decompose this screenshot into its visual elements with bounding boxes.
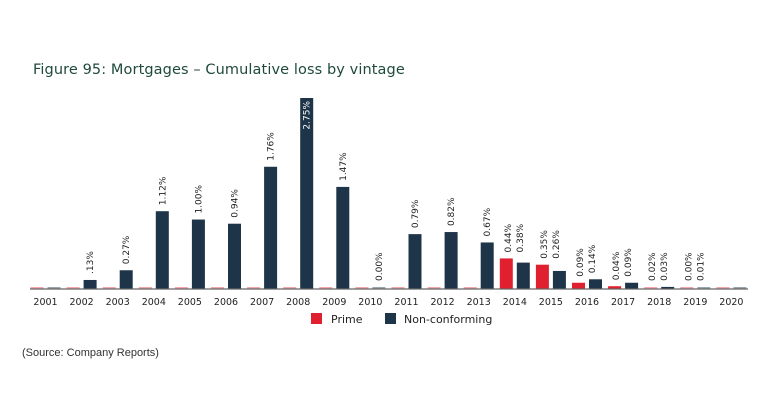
legend-swatch-non-conforming — [385, 313, 396, 324]
data-label-prime: 0.44% — [504, 223, 514, 252]
bar-prime-2002 — [66, 287, 80, 289]
x-tick-label: 2007 — [250, 297, 274, 308]
bar-prime-2006 — [211, 287, 224, 289]
data-label-non-conforming: 1.12% — [158, 176, 168, 205]
bar-prime-2004 — [138, 287, 152, 289]
bar-non-conforming-2006 — [228, 223, 241, 289]
data-label-prime: 0.09% — [576, 248, 586, 277]
data-label-non-conforming: 0.26% — [552, 230, 562, 259]
data-label-prime: 0.02% — [648, 252, 658, 281]
data-label-prime: 0.04% — [612, 251, 622, 280]
bar-prime-2008 — [283, 287, 297, 289]
x-tick-labels: 2001 2002 2003 2004 2005 2006 2007 2008 2009 2010… — [33, 297, 743, 308]
bar-non-conforming-2005 — [191, 219, 205, 289]
data-label-non-conforming: 0.14% — [588, 244, 598, 273]
x-tick-label: 2009 — [322, 297, 346, 308]
x-tick-label: 2003 — [106, 297, 130, 308]
bar-prime-2020 — [716, 287, 730, 289]
x-tick-label: 2020 — [719, 297, 743, 308]
bar-non-conforming-2018 — [661, 286, 675, 289]
bar-prime-2012 — [427, 287, 441, 289]
x-tick-label: 2015 — [539, 297, 563, 308]
data-label-non-conforming: 1.76% — [267, 132, 277, 161]
data-label-non-conforming: 0.94% — [231, 189, 241, 218]
bar-non-conforming-2017 — [625, 282, 639, 289]
x-tick-label: 2013 — [467, 297, 491, 308]
data-label-non-conforming: 0.00% — [375, 252, 385, 281]
bar-non-conforming-2013 — [480, 242, 494, 289]
bar-non-conforming-2012 — [444, 232, 458, 289]
bar-non-conforming-2011 — [408, 234, 422, 289]
x-tick-label: 2006 — [214, 297, 238, 308]
x-tick-label: 2019 — [683, 297, 707, 308]
bar-prime-2016 — [572, 282, 585, 289]
data-label-non-conforming: 0.38% — [516, 223, 526, 252]
data-label-non-conforming: 1.00% — [194, 185, 204, 214]
data-label-non-conforming: 0.03% — [660, 252, 670, 281]
bar-non-conforming-2015 — [552, 270, 566, 289]
x-tick-label: 2004 — [142, 297, 166, 308]
x-tick-label: 2001 — [33, 297, 57, 308]
bar-non-conforming-2019 — [697, 287, 711, 289]
x-tick-label: 2008 — [286, 297, 310, 308]
data-label-non-conforming: 0.79% — [411, 199, 421, 228]
source-note: (Source: Company Reports) — [22, 347, 159, 359]
bar-prime-2019 — [680, 287, 694, 289]
data-label-non-conforming: 0.27% — [122, 235, 132, 264]
legend-swatch-prime — [311, 313, 322, 324]
bar-non-conforming-2014 — [516, 262, 530, 289]
data-label-non-conforming: 2.75% — [303, 101, 313, 130]
x-tick-label: 2002 — [70, 297, 94, 308]
bar-non-conforming-2016 — [589, 279, 602, 289]
bar-prime-2010 — [355, 287, 369, 289]
bar-non-conforming-2001 — [47, 287, 61, 289]
x-tick-label: 2017 — [611, 297, 635, 308]
bar-non-conforming-2009 — [336, 186, 350, 289]
bar-non-conforming-2007 — [264, 166, 278, 289]
bar-prime-2005 — [174, 287, 188, 289]
data-label-non-conforming: 0.67% — [483, 207, 493, 236]
data-label-non-conforming: 0.01% — [696, 252, 706, 281]
bar-prime-2007 — [247, 287, 261, 289]
data-label-non-conforming: 1.47% — [339, 152, 349, 181]
legend-label-prime: Prime — [331, 313, 363, 326]
bar-prime-2013 — [463, 287, 477, 289]
legend: Prime Non-conforming — [311, 313, 492, 326]
data-label-non-conforming: 0.82% — [447, 197, 457, 226]
data-label-non-conforming: .13% — [86, 251, 96, 274]
bar-prime-2003 — [102, 287, 116, 289]
data-label-non-conforming: 0.09% — [624, 248, 634, 277]
bar-non-conforming-2010 — [372, 287, 386, 289]
bar-prime-2009 — [319, 287, 333, 289]
legend-label-non-conforming: Non-conforming — [404, 313, 492, 326]
x-tick-label: 2016 — [575, 297, 599, 308]
bar-non-conforming-2004 — [155, 211, 169, 289]
x-tick-label: 2018 — [647, 297, 671, 308]
data-labels: .13% 0.27% 1.12% 1.00% 0.94% 1.76% 2.75% 1.47% 0… — [86, 101, 706, 281]
bar-prime-2018 — [644, 287, 658, 289]
x-tick-label: 2012 — [431, 297, 455, 308]
x-tick-label: 2011 — [394, 297, 418, 308]
bar-non-conforming-2020 — [733, 287, 747, 289]
bar-non-conforming-2003 — [119, 270, 133, 289]
bar-prime-2011 — [391, 287, 405, 289]
data-label-prime: 0.00% — [684, 252, 694, 281]
bar-prime-2015 — [535, 264, 549, 289]
bar-non-conforming-2002 — [83, 279, 97, 289]
bars-group — [30, 98, 747, 289]
x-tick-label: 2014 — [503, 297, 527, 308]
x-tick-label: 2010 — [358, 297, 382, 308]
x-tick-label: 2005 — [178, 297, 202, 308]
chart-title: Figure 95: Mortgages – Cumulative loss b… — [33, 62, 405, 78]
data-label-prime: 0.35% — [540, 230, 550, 259]
bar-prime-2014 — [499, 258, 513, 289]
bar-non-conforming-2008 — [300, 98, 314, 289]
bar-prime-2001 — [30, 287, 44, 289]
bar-prime-2017 — [608, 286, 622, 289]
